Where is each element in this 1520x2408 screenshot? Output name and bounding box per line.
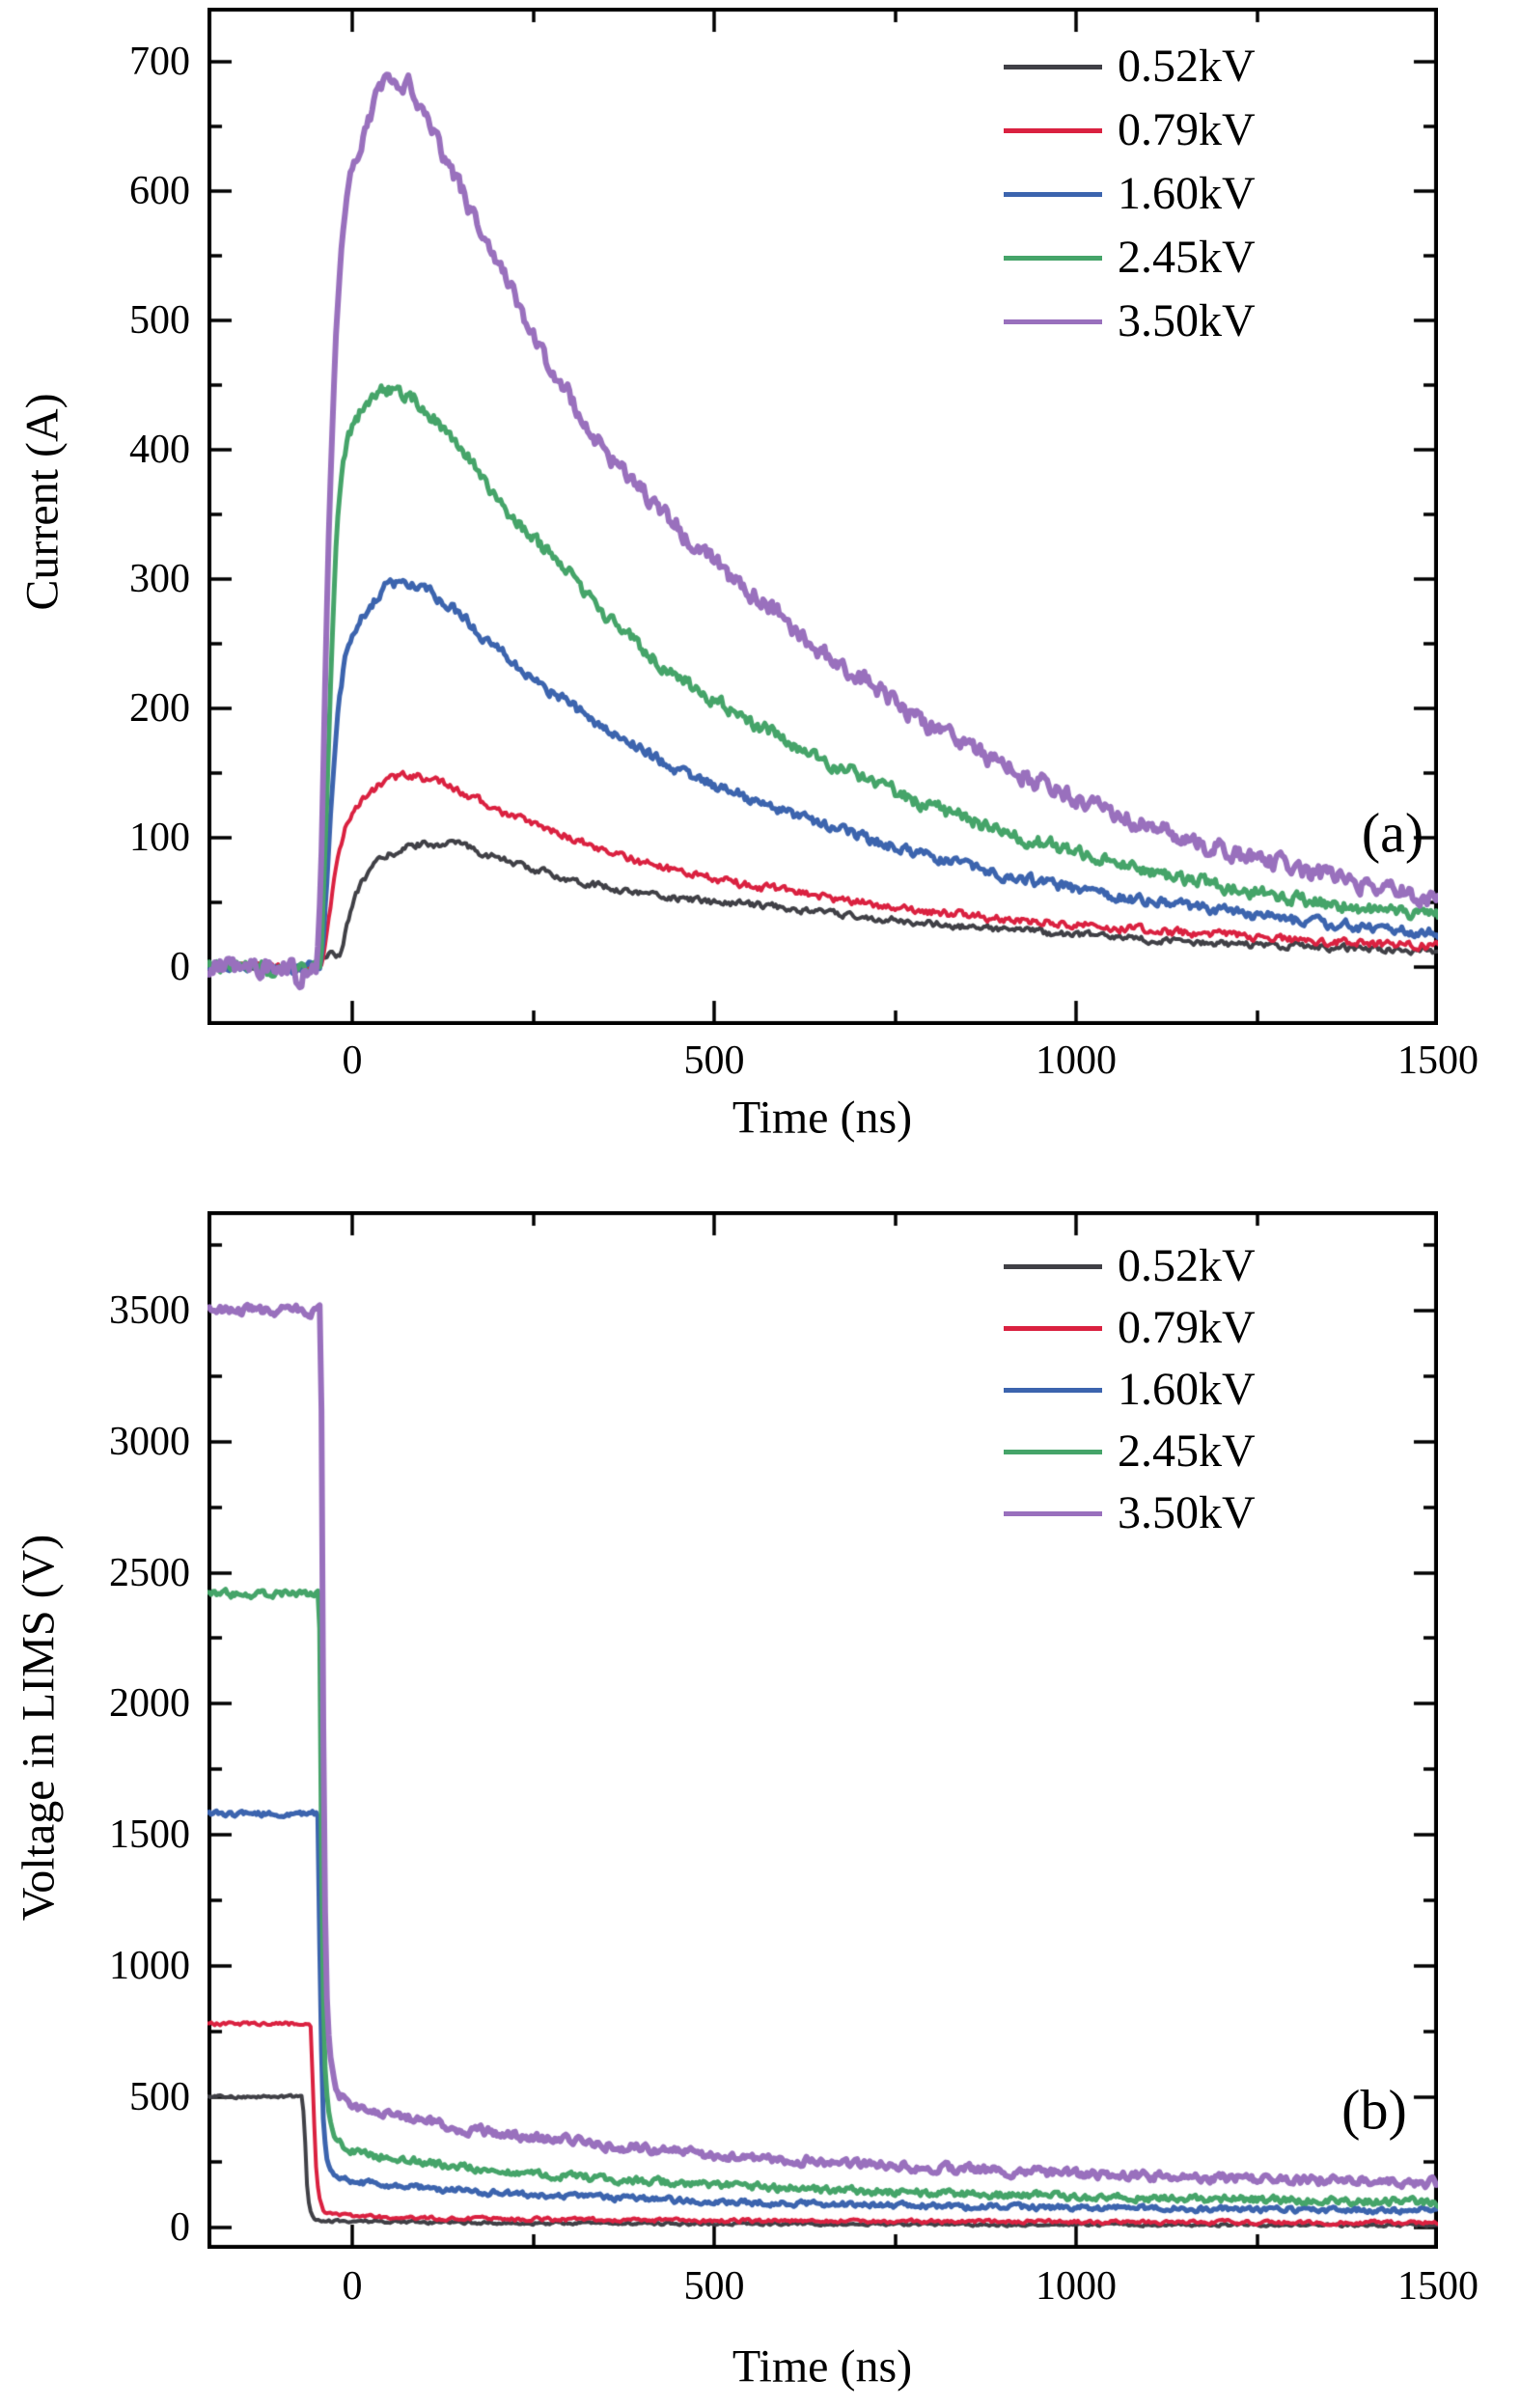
legend-item: 2.45kV bbox=[1004, 1421, 1256, 1482]
legend-item: 3.50kV bbox=[1004, 290, 1256, 353]
y-axis-tick-label: 100 bbox=[129, 815, 190, 860]
y-axis-tick-label: 700 bbox=[129, 40, 190, 85]
legend-label: 0.52kV bbox=[1118, 41, 1256, 92]
x-axis-title-b: Time (ns) bbox=[732, 2340, 913, 2393]
legend-line-swatch bbox=[1004, 191, 1102, 197]
y-axis-tick-label: 3500 bbox=[109, 1288, 190, 1334]
legend-item: 0.52kV bbox=[1004, 1235, 1256, 1297]
x-axis-tick-label: 1500 bbox=[1397, 2264, 1479, 2309]
legend-item: 0.52kV bbox=[1004, 35, 1256, 98]
y-axis-tick-label: 300 bbox=[129, 556, 190, 601]
y-axis-tick-label: 3000 bbox=[109, 1419, 190, 1464]
legend-label: 2.45kV bbox=[1118, 232, 1256, 283]
legend-label: 0.79kV bbox=[1118, 1302, 1256, 1353]
legend-line-swatch bbox=[1004, 1263, 1102, 1269]
legend-label: 0.79kV bbox=[1118, 104, 1256, 155]
legend-line-swatch bbox=[1004, 1449, 1102, 1454]
legend-label: 2.45kV bbox=[1118, 1425, 1256, 1477]
legend-label: 1.60kV bbox=[1118, 168, 1256, 219]
plot-area-a bbox=[207, 8, 1438, 1025]
panel-label-b: (b) bbox=[1341, 2078, 1407, 2142]
y-axis-tick-label: 0 bbox=[170, 2205, 190, 2251]
x-axis-tick-label: 1000 bbox=[1036, 1038, 1117, 1083]
legend-item: 1.60kV bbox=[1004, 1359, 1256, 1421]
legend-b: 0.52kV 0.79kV 1.60kV 2.45kV 3.50kV bbox=[1004, 1235, 1256, 1544]
y-axis-title-a: Current (A) bbox=[16, 393, 69, 611]
y-axis-tick-label: 600 bbox=[129, 169, 190, 214]
legend-line-swatch bbox=[1004, 1387, 1102, 1393]
y-axis-tick-label: 400 bbox=[129, 428, 190, 473]
y-axis-title-b: Voltage in LIMS (V) bbox=[13, 1534, 65, 1922]
legend-line-swatch bbox=[1004, 64, 1102, 69]
plot-area-b bbox=[207, 1211, 1438, 2249]
y-axis-tick-label: 200 bbox=[129, 685, 190, 731]
legend-label: 0.52kV bbox=[1118, 1240, 1256, 1291]
legend-item: 1.60kV bbox=[1004, 162, 1256, 226]
legend-item: 3.50kV bbox=[1004, 1482, 1256, 1544]
panel-label-a: (a) bbox=[1361, 801, 1424, 865]
x-axis-tick-label: 500 bbox=[683, 1038, 745, 1083]
y-axis-tick-label: 500 bbox=[129, 298, 190, 344]
legend-item: 0.79kV bbox=[1004, 98, 1256, 162]
y-axis-tick-label: 0 bbox=[170, 944, 190, 989]
legend-line-swatch bbox=[1004, 127, 1102, 133]
y-axis-tick-label: 2500 bbox=[109, 1550, 190, 1595]
legend-label: 3.50kV bbox=[1118, 295, 1256, 346]
x-axis-tick-label: 0 bbox=[342, 2264, 363, 2309]
legend-item: 0.79kV bbox=[1004, 1297, 1256, 1359]
y-axis-tick-label: 500 bbox=[129, 2074, 190, 2119]
legend-label: 3.50kV bbox=[1118, 1487, 1256, 1538]
y-axis-tick-label: 1000 bbox=[109, 1943, 190, 1988]
legend-line-swatch bbox=[1004, 318, 1102, 324]
y-axis-tick-label: 2000 bbox=[109, 1681, 190, 1727]
legend-line-swatch bbox=[1004, 255, 1102, 261]
legend-line-swatch bbox=[1004, 1325, 1102, 1331]
y-axis-tick-label: 1500 bbox=[109, 1813, 190, 1858]
x-axis-title-a: Time (ns) bbox=[732, 1092, 913, 1144]
x-axis-tick-label: 1500 bbox=[1397, 1038, 1479, 1083]
legend-item: 2.45kV bbox=[1004, 226, 1256, 290]
x-axis-tick-label: 0 bbox=[342, 1038, 363, 1083]
legend-line-swatch bbox=[1004, 1510, 1102, 1516]
legend-a: 0.52kV 0.79kV 1.60kV 2.45kV 3.50kV bbox=[1004, 35, 1256, 353]
x-axis-tick-label: 500 bbox=[683, 2264, 745, 2309]
x-axis-tick-label: 1000 bbox=[1036, 2264, 1117, 2309]
legend-label: 1.60kV bbox=[1118, 1364, 1256, 1415]
